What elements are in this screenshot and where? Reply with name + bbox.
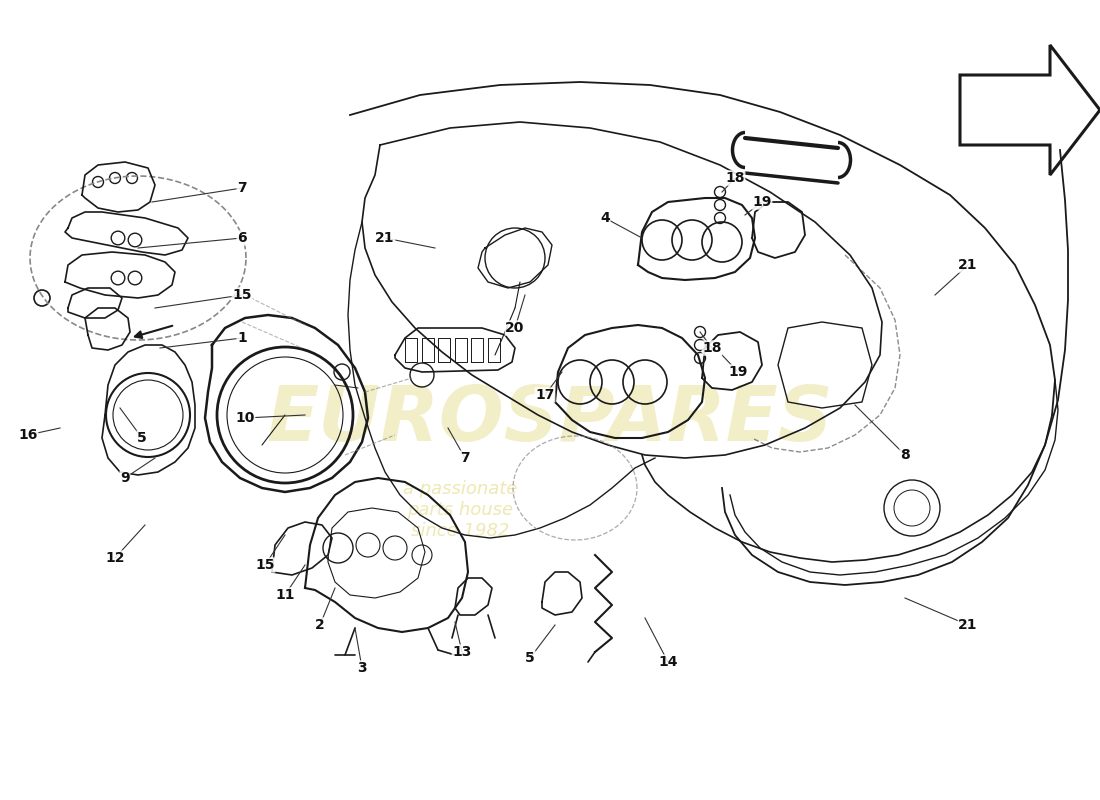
Text: 7: 7 — [238, 181, 246, 195]
Text: 15: 15 — [255, 558, 275, 572]
Text: 21: 21 — [958, 618, 978, 632]
Text: 21: 21 — [958, 258, 978, 272]
Text: 8: 8 — [900, 448, 910, 462]
Text: 20: 20 — [505, 321, 525, 335]
Text: 13: 13 — [452, 645, 472, 659]
Text: 7: 7 — [460, 451, 470, 465]
Text: 16: 16 — [19, 428, 37, 442]
Text: 11: 11 — [275, 588, 295, 602]
Text: 10: 10 — [235, 411, 255, 425]
Text: 18: 18 — [725, 171, 745, 185]
Text: 5: 5 — [525, 651, 535, 665]
Text: 6: 6 — [238, 231, 246, 245]
Text: 17: 17 — [536, 388, 554, 402]
Text: 1: 1 — [238, 331, 246, 345]
Text: 9: 9 — [120, 471, 130, 485]
Text: 15: 15 — [232, 288, 252, 302]
Text: 4: 4 — [601, 211, 609, 225]
Text: 19: 19 — [728, 365, 748, 379]
Text: 12: 12 — [106, 551, 124, 565]
Text: 3: 3 — [358, 661, 366, 675]
Text: 2: 2 — [315, 618, 324, 632]
Text: 5: 5 — [138, 431, 147, 445]
Text: 21: 21 — [375, 231, 395, 245]
Text: 18: 18 — [702, 341, 722, 355]
Text: 14: 14 — [658, 655, 678, 669]
Text: a passionate
parts house
since 1982: a passionate parts house since 1982 — [403, 480, 517, 540]
Text: EUROSPARES: EUROSPARES — [266, 383, 834, 457]
Text: 19: 19 — [752, 195, 772, 209]
